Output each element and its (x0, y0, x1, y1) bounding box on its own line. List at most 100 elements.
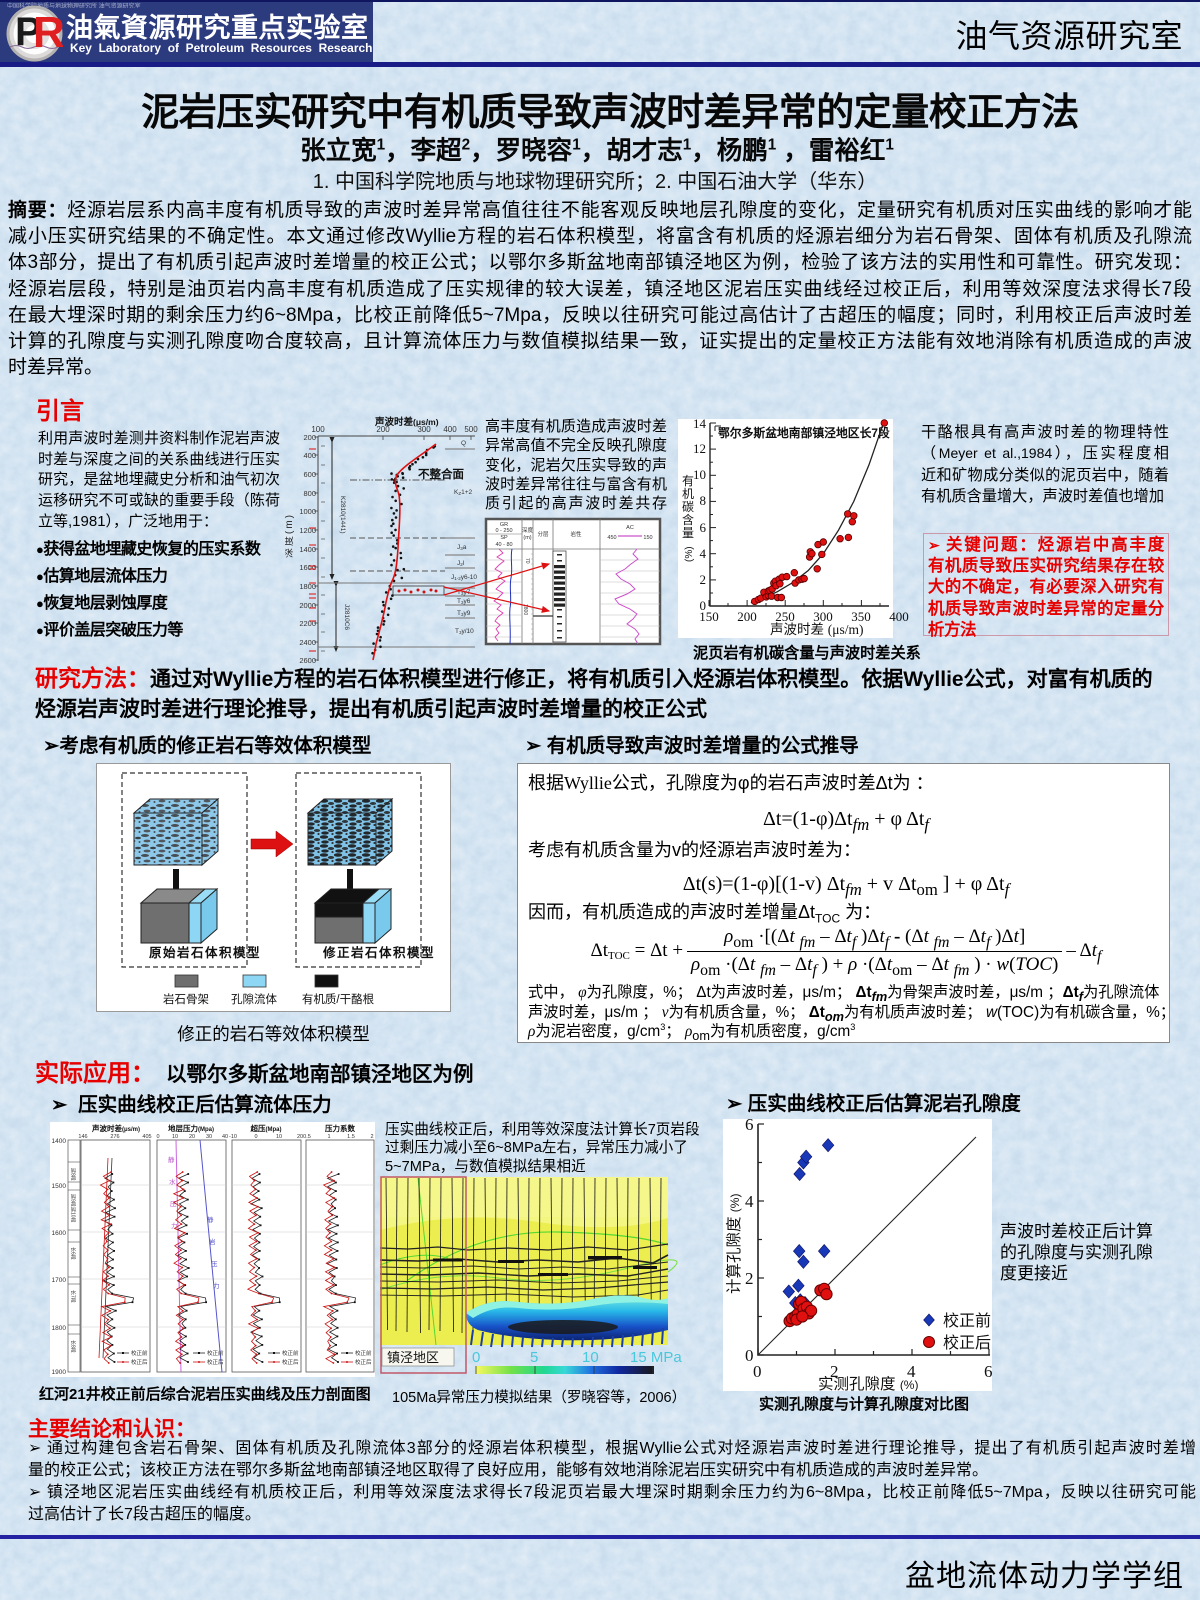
svg-text:1000: 1000 (299, 507, 316, 516)
svg-text:校正前: 校正前 (207, 1349, 224, 1357)
svg-text:1600: 1600 (299, 563, 316, 572)
svg-text:KZ1+2: KZ1+2 (454, 489, 473, 496)
svg-text:2200: 2200 (299, 619, 316, 628)
svg-text:压: 压 (170, 1200, 177, 1208)
svg-text:400: 400 (303, 451, 316, 460)
svg-text:400: 400 (443, 425, 457, 434)
svg-text:岩: 岩 (209, 1237, 216, 1246)
svg-text:20: 20 (297, 1134, 303, 1140)
svg-text:延10段: 延10段 (70, 1207, 77, 1223)
svg-text:水: 水 (169, 1177, 176, 1186)
svg-text:长8段: 长8段 (70, 1340, 77, 1353)
svg-text:力: 力 (171, 1221, 178, 1230)
svg-text:静: 静 (207, 1215, 214, 1224)
svg-text:14: 14 (693, 416, 707, 431)
svg-text:实测孔隙度 (%): 实测孔隙度 (%) (818, 1375, 918, 1391)
svg-text:0: 0 (156, 1134, 159, 1140)
svg-text:T3y9: T3y9 (457, 610, 471, 617)
svg-text:1700: 1700 (52, 1277, 67, 1284)
svg-text:800: 800 (303, 489, 316, 498)
svg-text:超压(Mpa): 超压(Mpa) (250, 1123, 282, 1133)
svg-text:鄂尔多斯盆地南部镇泾地区长7段: 鄂尔多斯盆地南部镇泾地区长7段 (718, 426, 890, 440)
svg-text:450: 450 (607, 535, 616, 541)
svg-text:(m): (m) (523, 535, 531, 541)
svg-text:40 - 80: 40 - 80 (495, 542, 512, 548)
svg-text:1200: 1200 (299, 526, 316, 535)
svg-text:长7段: 长7段 (70, 1290, 77, 1303)
svg-text:200: 200 (303, 433, 316, 442)
svg-text:长6段: 长6段 (70, 1247, 77, 1260)
svg-text:300: 300 (813, 609, 833, 624)
svg-text:350: 350 (851, 609, 871, 624)
svg-text:600: 600 (303, 470, 316, 479)
svg-text:AC: AC (626, 525, 634, 531)
svg-text:500: 500 (464, 425, 478, 434)
svg-text:2: 2 (830, 1362, 839, 1381)
svg-text:1600: 1600 (52, 1230, 67, 1237)
svg-text:R: R (33, 8, 63, 57)
svg-text:镇泾地区: 镇泾地区 (387, 1350, 439, 1365)
svg-text:声波时差 (μs/m): 声波时差 (μs/m) (770, 622, 864, 637)
svg-text:延8段: 延8段 (70, 1168, 77, 1181)
svg-text:30: 30 (206, 1134, 212, 1140)
svg-text:力: 力 (213, 1281, 220, 1290)
svg-text:0: 0 (753, 1362, 762, 1381)
svg-text:70: 70 (524, 558, 530, 564)
svg-text:1800: 1800 (52, 1325, 67, 1332)
svg-text:修正岩石体积模型: 修正岩石体积模型 (322, 945, 435, 960)
svg-text:校正前: 校正前 (943, 1312, 991, 1330)
svg-text:GR: GR (500, 522, 508, 528)
svg-text:0: 0 (745, 1346, 754, 1365)
svg-text:声波时差(μs/m): 声波时差(μs/m) (91, 1123, 140, 1133)
svg-text:1800: 1800 (522, 604, 528, 615)
svg-text:10: 10 (276, 1134, 282, 1140)
svg-text:300: 300 (417, 425, 431, 434)
svg-text:40: 40 (222, 1134, 228, 1140)
svg-text:校正前: 校正前 (355, 1349, 372, 1357)
svg-text:146: 146 (78, 1134, 87, 1140)
svg-text:(%): (%) (684, 546, 695, 562)
svg-text:1900: 1900 (52, 1369, 67, 1376)
svg-text:200: 200 (376, 425, 390, 434)
svg-text:校正后: 校正后 (282, 1358, 299, 1366)
svg-text:压力系数: 压力系数 (325, 1123, 355, 1133)
svg-text:J2l: J2l (457, 560, 465, 567)
svg-text:地层压力(Mpa): 地层压力(Mpa) (168, 1123, 214, 1133)
svg-text:J2810C6: J2810C6 (343, 604, 350, 630)
svg-text:2: 2 (700, 572, 707, 587)
svg-text:量: 量 (682, 526, 694, 540)
svg-text:5: 5 (530, 1349, 538, 1366)
svg-text:2400: 2400 (299, 638, 316, 647)
svg-text:2600: 2600 (299, 656, 316, 665)
svg-text:150: 150 (699, 609, 719, 624)
svg-text:6: 6 (745, 1119, 754, 1134)
svg-text:分层: 分层 (537, 530, 549, 538)
svg-text:T3y6: T3y6 (457, 598, 471, 605)
svg-text:1.5: 1.5 (347, 1134, 355, 1140)
svg-text:200: 200 (737, 609, 757, 624)
svg-text:4: 4 (700, 546, 707, 561)
svg-text:2: 2 (745, 1269, 754, 1288)
svg-text:碳: 碳 (682, 500, 694, 514)
svg-text:声波时差(μs/m): 声波时差(μs/m) (374, 416, 439, 428)
svg-text:Q: Q (461, 440, 466, 447)
svg-text:校正后: 校正后 (131, 1358, 148, 1366)
svg-text:-10: -10 (229, 1134, 237, 1140)
svg-text:深度(m): 深度(m) (285, 513, 295, 558)
svg-text:J1-2y6-10: J1-2y6-10 (451, 574, 477, 581)
svg-text:T3y/10: T3y/10 (455, 628, 474, 635)
svg-text:6: 6 (984, 1362, 992, 1381)
svg-text:J3a: J3a (457, 544, 467, 551)
svg-text:276: 276 (110, 1134, 119, 1140)
svg-text:校正前: 校正前 (131, 1349, 148, 1357)
svg-text:SP: SP (500, 535, 508, 541)
svg-text:校正前: 校正前 (282, 1349, 299, 1357)
svg-text:0: 0 (472, 1349, 480, 1366)
svg-text:孔隙流体: 孔隙流体 (231, 992, 277, 1006)
svg-text:有机质/干酪根: 有机质/干酪根 (302, 992, 375, 1006)
svg-text:校正后: 校正后 (943, 1334, 991, 1352)
svg-text:10: 10 (582, 1349, 599, 1366)
svg-text:0: 0 (700, 598, 707, 613)
svg-text:100: 100 (311, 425, 325, 434)
svg-text:延9段: 延9段 (70, 1194, 77, 1207)
